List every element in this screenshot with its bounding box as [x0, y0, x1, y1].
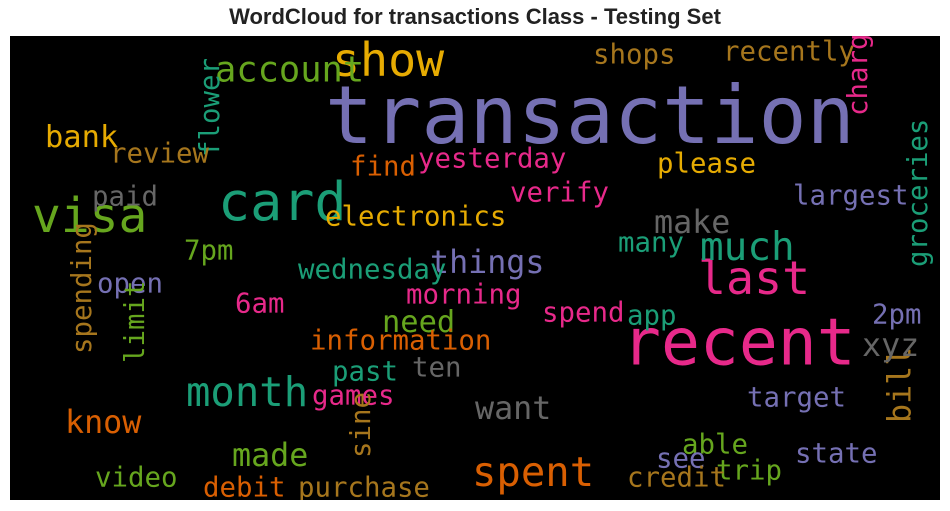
word-games: games [312, 381, 394, 412]
word-visa: visa [32, 189, 147, 244]
word-xyz: xyz [862, 328, 919, 364]
word-things: things [430, 245, 544, 281]
word-made: made [232, 438, 308, 474]
word-group: transaction recent card visa show last month sp… [32, 36, 934, 500]
word-spend: spend [542, 298, 624, 329]
chart-title: WordCloud for transactions Class - Testi… [229, 4, 721, 29]
word-charges: charges [843, 36, 874, 116]
word-yesterday: yesterday [418, 144, 566, 175]
word-past: past [332, 357, 398, 388]
word-much: much [700, 225, 795, 270]
word-7pm: 7pm [184, 236, 233, 267]
word-paid: paid [92, 182, 158, 213]
word-video: video [95, 463, 177, 494]
word-card: card [218, 170, 347, 233]
word-flower: flower [195, 58, 226, 157]
word-shops: shops [593, 40, 675, 71]
word-2pm: 2pm [872, 300, 921, 331]
word-groceries: groceries [903, 119, 934, 267]
word-open: open [97, 269, 163, 300]
word-please: please [657, 149, 756, 180]
word-state: state [795, 439, 877, 470]
word-recently: recently [723, 37, 855, 68]
word-see: see [656, 444, 705, 475]
word-spent: spent [472, 448, 594, 496]
word-need: need [382, 305, 455, 340]
word-review: review [110, 139, 209, 170]
word-sine: sine [346, 392, 377, 458]
word-know: know [65, 405, 142, 441]
word-month: month [186, 368, 308, 416]
word-morning: morning [406, 280, 521, 311]
word-recent: recent [622, 306, 856, 381]
word-many: many [618, 228, 684, 259]
word-limit: limit [120, 281, 151, 363]
word-purchase: purchase [298, 473, 430, 500]
word-electronics: electronics [325, 202, 506, 233]
word-spending: spending [67, 222, 98, 354]
word-credit: credit [627, 463, 726, 494]
word-app: app [627, 301, 676, 332]
word-account: account [215, 49, 364, 90]
word-show: show [332, 36, 445, 87]
word-ten: ten [412, 353, 461, 384]
word-able: able [682, 430, 748, 461]
word-6am: 6am [235, 289, 284, 320]
word-information: information [310, 326, 491, 357]
word-bill: bill [882, 347, 918, 423]
word-verify: verify [510, 178, 609, 209]
word-debit: debit [203, 473, 285, 500]
word-cloud: transaction recent card visa show last month sp… [10, 36, 940, 500]
word-find: find [350, 152, 416, 183]
word-bank: bank [45, 120, 118, 155]
word-largest: largest [793, 181, 908, 212]
word-transaction: transaction [325, 69, 855, 162]
word-make: make [654, 205, 730, 241]
word-target: target [747, 383, 846, 414]
word-trip: trip [716, 456, 782, 487]
cloud-background [10, 36, 940, 500]
word-wednesday: wednesday [298, 255, 446, 286]
word-last: last [698, 251, 810, 305]
word-want: want [475, 391, 551, 427]
